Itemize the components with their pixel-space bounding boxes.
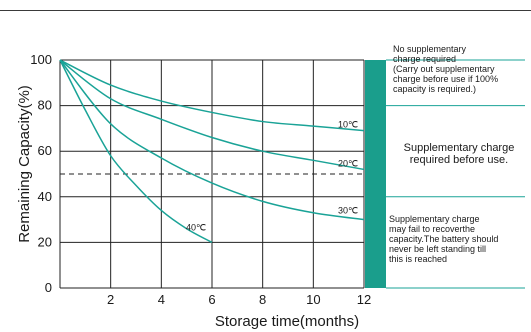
- zone-note-charge-required: Supplementary charge required before use…: [403, 142, 515, 166]
- y-tick-label-100: 100: [30, 52, 52, 67]
- y-tick-label-80: 80: [38, 98, 52, 113]
- top-rule: [0, 10, 531, 11]
- curve-series-0: [59, 59, 365, 132]
- curve-label-series-2: 30℃: [338, 206, 358, 216]
- x-tick-label-10: 10: [306, 292, 320, 307]
- x-tick-label-2: 2: [107, 292, 114, 307]
- x-tick-label-4: 4: [158, 292, 165, 307]
- x-tick-label-6: 6: [208, 292, 215, 307]
- zone-note-no-charge: No supplementary charge required (Carry …: [393, 44, 499, 94]
- zone-bar: [365, 60, 386, 288]
- y-tick-label-60: 60: [38, 143, 52, 158]
- y-tick-label-20: 20: [38, 234, 52, 249]
- curve-series-1: [59, 59, 365, 171]
- x-tick-label-8: 8: [259, 292, 266, 307]
- zone-dividers: [365, 59, 525, 289]
- grid: [59, 59, 365, 289]
- curve-series-3: [59, 59, 213, 244]
- curve-series-2: [59, 59, 365, 221]
- curve-label-series-0: 10℃: [338, 120, 358, 130]
- curve-label-series-3: 40℃: [186, 222, 206, 232]
- y-tick-label-40: 40: [38, 189, 52, 204]
- x-axis-label: Storage time(months): [215, 313, 359, 330]
- x-tick-label-12: 12: [357, 292, 371, 307]
- y-tick-label-0: 0: [45, 280, 52, 295]
- y-axis-label: Remaining Capacity(%): [16, 85, 33, 243]
- tick-labels: 2 4 6 8 10 12 0 20 40 60 80 100: [30, 52, 371, 307]
- zone-note-may-fail: Supplementary charge may fail to recover…: [389, 214, 499, 264]
- curves: 10℃ 20℃ 30℃ 40℃: [59, 59, 365, 244]
- curve-label-series-1: 20℃: [338, 158, 358, 168]
